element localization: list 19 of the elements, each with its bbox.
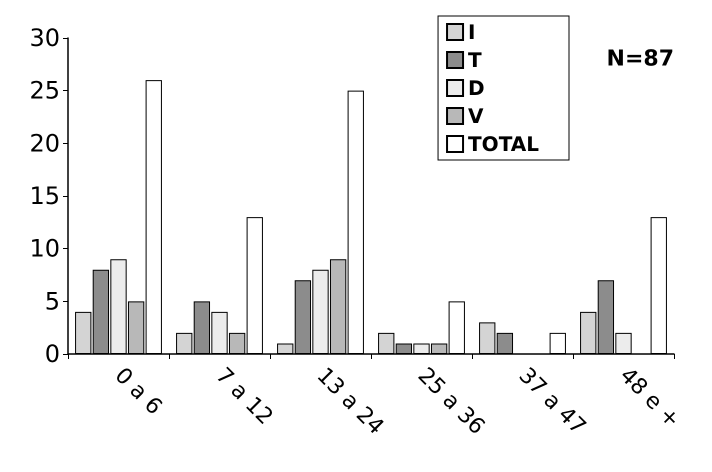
x-tick-label: 25 a 36 — [412, 363, 490, 440]
legend-label: D — [468, 76, 485, 100]
x-tick-label: 48 e + — [614, 363, 685, 434]
legend-label: I — [468, 20, 476, 44]
annotation: N=87 — [606, 46, 674, 72]
y-tick-label: 30 — [29, 24, 60, 52]
x-tick-label: 13 a 24 — [312, 363, 388, 440]
y-tick-label: 10 — [29, 234, 60, 263]
x-tick-label: 7 a 12 — [210, 363, 278, 430]
y-tick-label: 5 — [44, 287, 60, 316]
x-tick-label: 0 a 6 — [110, 363, 167, 420]
x-tick-label: 37 a 47 — [514, 363, 590, 440]
y-tick-label: 0 — [44, 340, 60, 368]
legend-label: V — [468, 104, 484, 128]
legend-label: TOTAL — [468, 132, 540, 156]
y-tick-label: 15 — [29, 182, 60, 210]
y-tick-label: 25 — [29, 76, 60, 105]
legend-label: T — [468, 48, 482, 72]
y-tick-label: 20 — [29, 129, 60, 158]
